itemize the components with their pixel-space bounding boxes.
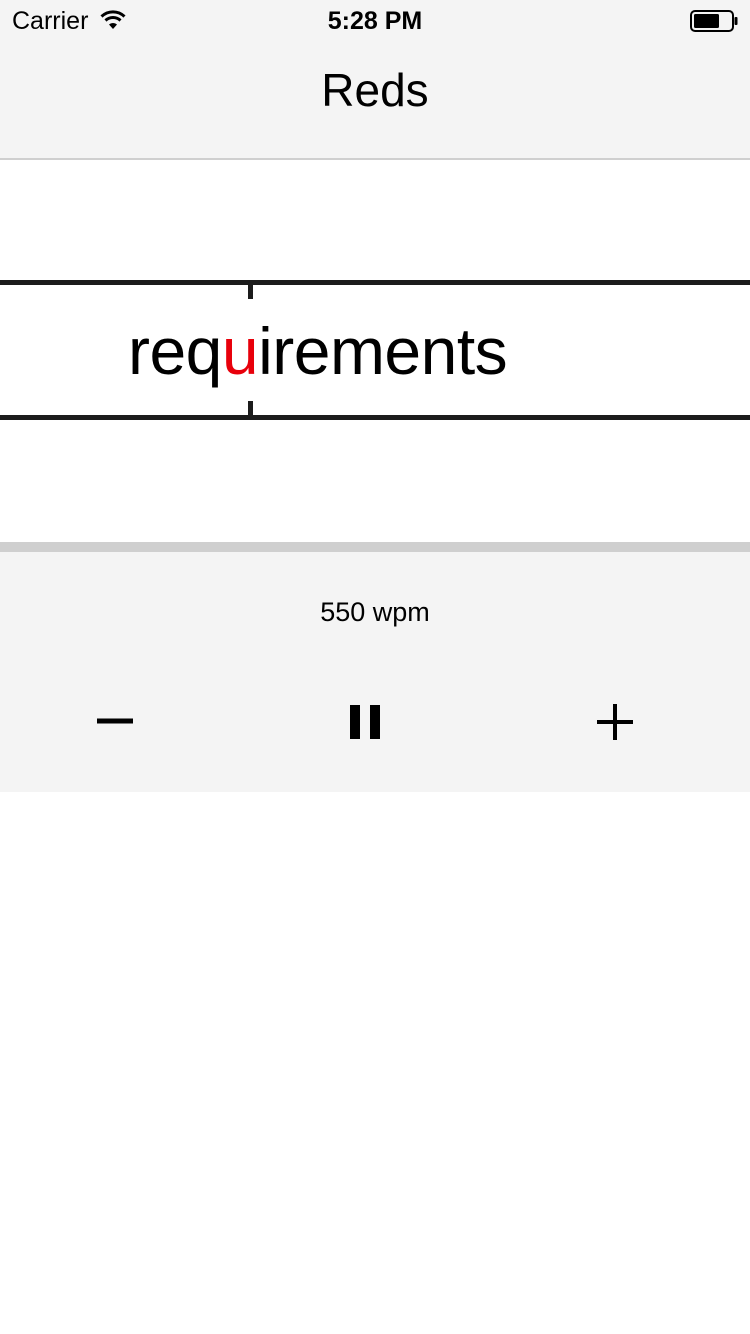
battery-icon [690,10,738,32]
navigation-bar: Carrier 5:28 PM Reds [0,0,750,160]
word-focus-letter: u [221,314,259,388]
wifi-icon [100,10,126,29]
carrier-label: Carrier [12,7,89,35]
pause-icon [350,705,380,739]
word-suffix: irements [258,314,508,388]
reader-top-rule [0,280,750,285]
decrease-speed-button[interactable] [75,690,155,754]
status-bar: Carrier 5:28 PM [0,0,750,40]
page-title: Reds [321,64,429,116]
pause-button[interactable] [325,690,405,754]
focus-marker-top [248,285,253,299]
status-time: 5:28 PM [327,7,423,35]
speed-label: 550 wpm [320,597,430,627]
minus-icon [97,718,133,724]
reader-bottom-rule [0,415,750,420]
plus-icon [597,704,633,740]
playback-controls: 550 wpm [0,542,750,792]
word-prefix: req [128,314,222,388]
current-word: requirements [128,314,508,388]
focus-marker-bottom [248,401,253,415]
increase-speed-button[interactable] [575,690,655,754]
word-reader: requirements [0,280,750,422]
